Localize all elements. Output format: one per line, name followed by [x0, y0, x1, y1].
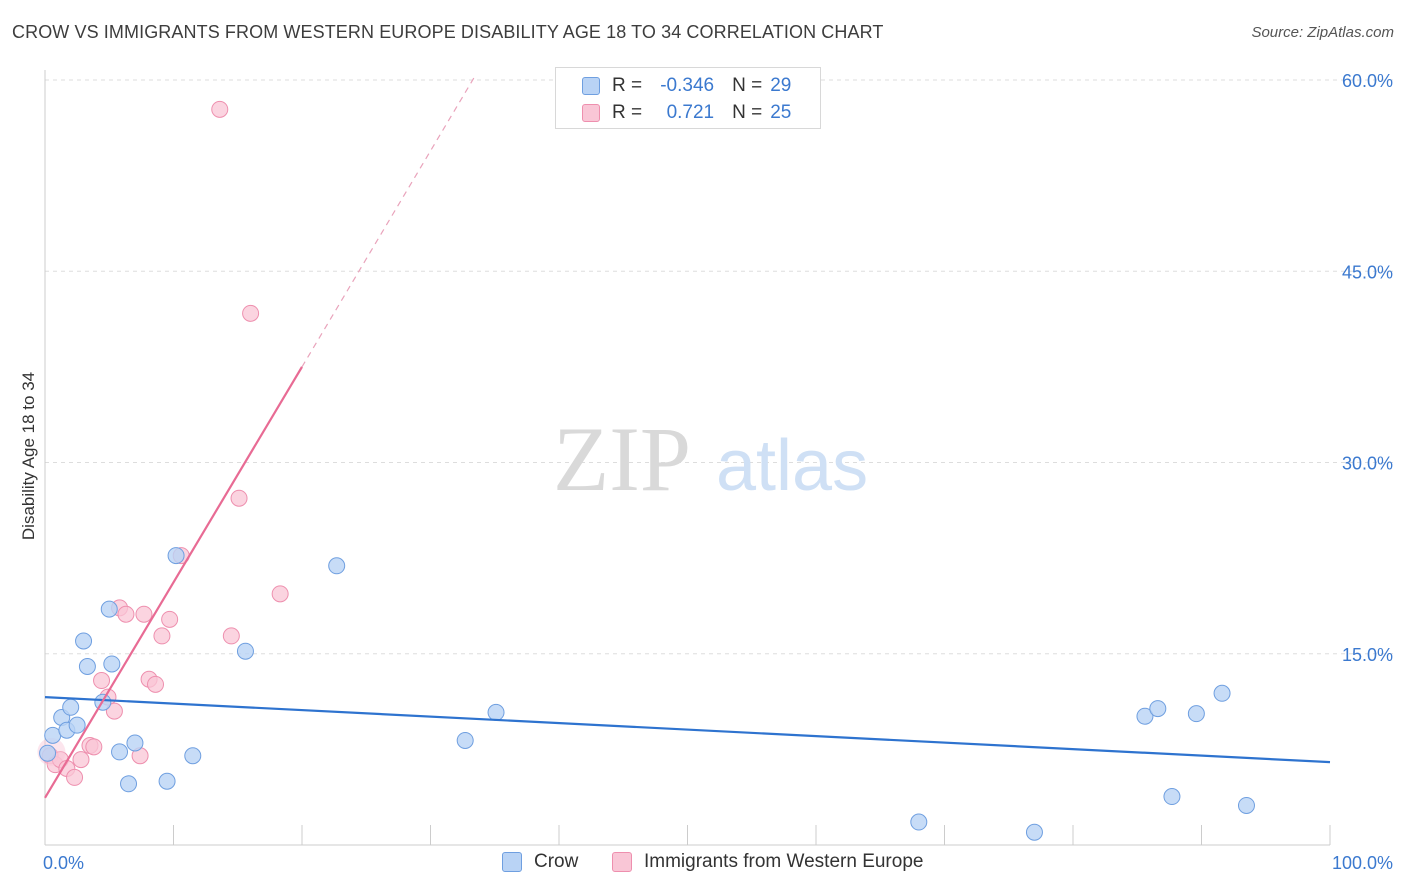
n-label: N = — [732, 102, 763, 123]
crow-legend-label: Crow — [534, 851, 579, 872]
immigrants-point-12 — [117, 605, 135, 623]
x-tick-label-0: 0.0% — [43, 853, 84, 873]
immigrants-legend-label: Immigrants from Western Europe — [644, 851, 924, 872]
watermark-zip: ZIP — [553, 408, 691, 510]
legend-row-immigrants: R = 0.721 N = 25 — [556, 99, 791, 127]
immigrants-point-23 — [242, 304, 260, 322]
crow-point-4 — [62, 698, 80, 716]
crow-trend-line — [44, 696, 1331, 764]
y-tick-label-3: 60.0% — [1342, 71, 1393, 91]
trend-lines — [44, 77, 1331, 799]
immigrants-trend-extension — [301, 77, 475, 368]
crow-point-5 — [68, 716, 86, 734]
crow-point-23 — [1136, 707, 1154, 725]
immigrants-point-4 — [66, 768, 84, 786]
correlation-legend: R = -0.346 N = 29 R = 0.721 N = 25 — [555, 67, 821, 129]
crow-point-19 — [456, 731, 474, 749]
crow-point-7 — [78, 658, 96, 675]
crow-point-12 — [120, 775, 138, 793]
immigrants-point-21 — [222, 627, 240, 645]
immigrants-legend-swatch — [612, 852, 632, 872]
crow-point-22 — [1025, 823, 1043, 841]
crow-n-value: 29 — [770, 75, 792, 96]
immigrants-point-7 — [85, 738, 103, 756]
crow-legend-swatch — [502, 852, 522, 872]
y-tick-label-1: 30.0% — [1342, 454, 1393, 474]
crow-point-28 — [1237, 796, 1255, 814]
immigrants-r-value: 0.721 — [666, 102, 715, 123]
n-label: N = — [732, 75, 763, 96]
chart-title: CROW VS IMMIGRANTS FROM WESTERN EUROPE D… — [12, 22, 884, 42]
x-tick-label-1: 100.0% — [1332, 853, 1393, 873]
immigrants-swatch — [582, 104, 600, 122]
immigrants-point-8 — [93, 672, 111, 690]
crow-point-24 — [1149, 700, 1167, 718]
crow-point-8 — [100, 600, 118, 618]
immigrants-point-24 — [271, 585, 289, 603]
tick-labels: 15.0% 30.0% 45.0% 60.0% 0.0% 100.0% — [43, 71, 1393, 873]
immigrants-point-20 — [211, 100, 229, 118]
y-axis-label: Disability Age 18 to 34 — [19, 372, 38, 540]
immigrants-point-14 — [135, 605, 153, 623]
immigrants-point-22 — [230, 489, 248, 507]
immigrants-point-10 — [105, 702, 123, 720]
crow-swatch — [582, 77, 600, 95]
legend-item-crow[interactable]: Crow — [502, 851, 578, 873]
crow-r-value: -0.346 — [660, 75, 715, 96]
immigrants-point-17 — [153, 627, 171, 645]
crow-point-21 — [910, 813, 928, 831]
immigrants-point-5 — [72, 751, 90, 769]
crow-point-16 — [184, 747, 202, 765]
legend-row-crow: R = -0.346 N = 29 — [556, 72, 791, 100]
crow-point-25 — [1163, 788, 1181, 806]
y-tick-label-0: 15.0% — [1342, 645, 1393, 665]
crow-point-18 — [328, 557, 346, 575]
y-tick-label-2: 45.0% — [1342, 262, 1393, 282]
crow-point-11 — [111, 743, 129, 761]
crow-point-17 — [236, 642, 254, 660]
immigrants-point-18 — [161, 610, 179, 628]
immigrants-point-16 — [147, 675, 165, 693]
gridlines — [45, 79, 1395, 655]
crow-point-0 — [39, 744, 57, 762]
crow-point-26 — [1187, 705, 1205, 723]
r-label: R = — [612, 102, 643, 123]
crow-point-27 — [1213, 684, 1231, 702]
r-label: R = — [612, 75, 643, 96]
axes — [44, 70, 1331, 846]
crow-point-15 — [167, 547, 185, 565]
crow-point-1 — [44, 726, 62, 744]
crow-point-13 — [126, 734, 144, 752]
source-credit: Source: ZipAtlas.com — [1251, 24, 1394, 41]
crow-point-6 — [75, 632, 93, 650]
watermark-atlas: atlas — [716, 426, 868, 506]
crow-point-9 — [103, 655, 121, 673]
crow-point-20 — [487, 703, 505, 721]
series-legend: Crow Immigrants from Western Europe — [0, 851, 1406, 879]
immigrants-trend-line — [44, 366, 303, 799]
immigrants-points — [37, 100, 289, 786]
crow-points — [39, 547, 1255, 841]
legend-item-immigrants[interactable]: Immigrants from Western Europe — [612, 851, 923, 873]
crow-point-14 — [158, 772, 176, 790]
immigrants-n-value: 25 — [770, 102, 792, 123]
